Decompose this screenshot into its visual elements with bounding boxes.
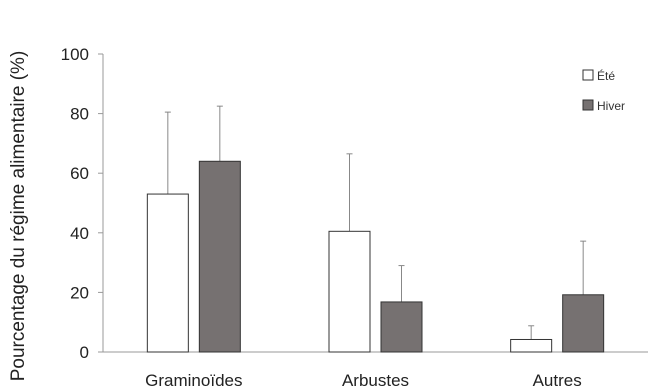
x-tick-label: Arbustes bbox=[342, 371, 409, 390]
bar bbox=[380, 301, 423, 353]
y-tick-label: 60 bbox=[70, 164, 89, 183]
legend-label: Été bbox=[597, 68, 615, 83]
legend-swatch bbox=[582, 69, 594, 81]
bar bbox=[510, 338, 553, 353]
bar bbox=[146, 193, 189, 353]
legend-label: Hiver bbox=[597, 99, 625, 113]
y-tick-label: 0 bbox=[80, 343, 89, 362]
y-tick-label: 20 bbox=[70, 283, 89, 302]
bar bbox=[562, 294, 605, 353]
bar bbox=[328, 230, 371, 353]
bar bbox=[198, 160, 241, 353]
legend-swatch bbox=[582, 99, 594, 111]
x-tick-label: Graminoïdes bbox=[145, 371, 242, 390]
y-axis-title: Pourcentage du régime alimentaire (%) bbox=[8, 51, 29, 382]
x-tick-label: Autres bbox=[533, 371, 582, 390]
y-tick-label: 40 bbox=[70, 224, 89, 243]
y-tick-label: 100 bbox=[61, 45, 89, 64]
y-tick-label: 80 bbox=[70, 105, 89, 124]
